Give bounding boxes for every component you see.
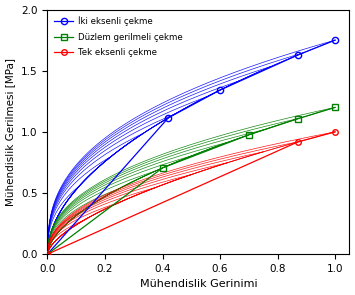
X-axis label: Mühendislik Gerinimi: Mühendislik Gerinimi <box>140 279 257 289</box>
Legend: İki eksenli çekme, Düzlem gerilmeli çekme, Tek eksenli çekme: İki eksenli çekme, Düzlem gerilmeli çekm… <box>52 14 185 60</box>
Y-axis label: Mühendislik Gerilmesi [MPa]: Mühendislik Gerilmesi [MPa] <box>6 58 16 206</box>
